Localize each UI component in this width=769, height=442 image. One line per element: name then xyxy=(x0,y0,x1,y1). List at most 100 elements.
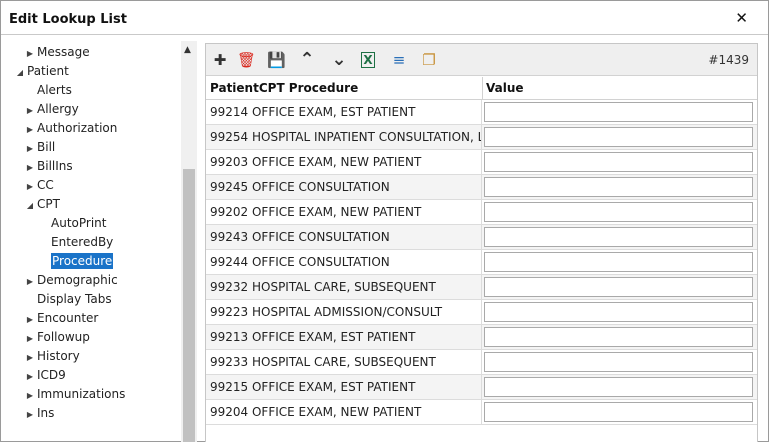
collapsed-arrow-icon[interactable]: ▶ xyxy=(26,49,34,58)
record-count: #1439 xyxy=(708,53,749,67)
table-row[interactable]: 99203 OFFICE EXAM, NEW PATIENT xyxy=(206,150,757,175)
tree-item-label: Bill xyxy=(37,140,56,154)
move-down-icon[interactable]: ⌄ xyxy=(331,49,347,70)
tree-item[interactable]: EnteredBy xyxy=(51,233,113,251)
procedure-cell: 99214 OFFICE EXAM, EST PATIENT xyxy=(206,100,482,124)
collapsed-arrow-icon[interactable]: ▶ xyxy=(26,182,34,191)
value-input[interactable] xyxy=(484,277,753,297)
tree-item-label: Encounter xyxy=(37,311,99,325)
collapsed-arrow-icon[interactable]: ▶ xyxy=(26,277,34,286)
tree-item[interactable]: ▶ History xyxy=(25,347,80,365)
import-list-icon[interactable]: ≡ xyxy=(392,51,406,69)
value-input[interactable] xyxy=(484,352,753,372)
value-input[interactable] xyxy=(484,402,753,422)
procedure-cell: 99233 HOSPITAL CARE, SUBSEQUENT xyxy=(206,350,482,374)
procedure-cell: 99254 HOSPITAL INPATIENT CONSULTATION, L… xyxy=(206,125,482,149)
table-row[interactable]: 99202 OFFICE EXAM, NEW PATIENT xyxy=(206,200,757,225)
tree-item[interactable]: AutoPrint xyxy=(51,214,106,232)
tree-item-label: Authorization xyxy=(37,121,118,135)
title-bar: Edit Lookup List ✕ xyxy=(1,1,768,35)
tree-item[interactable]: ▶ ICD9 xyxy=(25,366,66,384)
procedure-cell: 99244 OFFICE CONSULTATION xyxy=(206,250,482,274)
tree-item[interactable]: ▶ Demographic xyxy=(25,271,118,289)
tree-item[interactable]: ▶ CC xyxy=(25,176,54,194)
procedure-cell: 99223 HOSPITAL ADMISSION/CONSULT xyxy=(206,300,482,324)
procedure-cell: 99213 OFFICE EXAM, EST PATIENT xyxy=(206,325,482,349)
tree-item[interactable]: Alerts xyxy=(37,81,72,99)
scrollbar-thumb[interactable] xyxy=(183,169,195,442)
tree-item[interactable]: ◢ Patient xyxy=(15,62,69,80)
tree-item[interactable]: ◢ CPT xyxy=(25,195,60,213)
tree-item[interactable]: ▶ Ins xyxy=(25,404,54,422)
table-row[interactable]: 99233 HOSPITAL CARE, SUBSEQUENT xyxy=(206,350,757,375)
tree-item-label: ICD9 xyxy=(37,368,66,382)
value-input[interactable] xyxy=(484,102,753,122)
move-up-icon[interactable]: ⌃ xyxy=(299,49,315,70)
table-row[interactable]: 99204 OFFICE EXAM, NEW PATIENT xyxy=(206,400,757,425)
collapsed-arrow-icon[interactable]: ▶ xyxy=(26,353,34,362)
grid-toolbar: #1439 ✚ 🗑 💾 ⌃ ⌄ X ≡ ❐ xyxy=(206,44,757,76)
tree-item[interactable]: ▶ Allergy xyxy=(25,100,79,118)
tree-item[interactable]: ▶ Message xyxy=(25,43,90,61)
value-input[interactable] xyxy=(484,152,753,172)
expanded-arrow-icon[interactable]: ◢ xyxy=(16,68,24,77)
procedure-cell: 99232 HOSPITAL CARE, SUBSEQUENT xyxy=(206,275,482,299)
dialog-title: Edit Lookup List xyxy=(9,12,127,27)
tree-item-label: Message xyxy=(37,45,90,59)
tree-item[interactable]: ▶ Followup xyxy=(25,328,90,346)
table-row[interactable]: 99223 HOSPITAL ADMISSION/CONSULT xyxy=(206,300,757,325)
value-input[interactable] xyxy=(484,377,753,397)
tree-scrollbar[interactable]: ▲ xyxy=(181,41,197,442)
table-row[interactable]: 99213 OFFICE EXAM, EST PATIENT xyxy=(206,325,757,350)
tree-item-label: Display Tabs xyxy=(37,292,112,306)
tree-item[interactable]: Display Tabs xyxy=(37,290,112,308)
table-row[interactable]: 99254 HOSPITAL INPATIENT CONSULTATION, L… xyxy=(206,125,757,150)
export-excel-icon[interactable]: X xyxy=(361,52,375,68)
add-icon[interactable]: ✚ xyxy=(213,51,227,69)
table-row[interactable]: 99215 OFFICE EXAM, EST PATIENT xyxy=(206,375,757,400)
table-row[interactable]: 99244 OFFICE CONSULTATION xyxy=(206,250,757,275)
tree-item-label: Patient xyxy=(27,64,69,78)
collapsed-arrow-icon[interactable]: ▶ xyxy=(26,372,34,381)
tree-item[interactable]: ▶ Immunizations xyxy=(25,385,125,403)
value-input[interactable] xyxy=(484,302,753,322)
column-header-value[interactable]: Value xyxy=(486,81,524,95)
value-input[interactable] xyxy=(484,177,753,197)
collapsed-arrow-icon[interactable]: ▶ xyxy=(26,106,34,115)
tree-item[interactable]: ▶ Authorization xyxy=(25,119,117,137)
table-row[interactable]: 99232 HOSPITAL CARE, SUBSEQUENT xyxy=(206,275,757,300)
close-icon[interactable]: ✕ xyxy=(735,9,748,27)
procedure-cell: 99215 OFFICE EXAM, EST PATIENT xyxy=(206,375,482,399)
table-row[interactable]: 99214 OFFICE EXAM, EST PATIENT xyxy=(206,100,757,125)
tree-item-label: AutoPrint xyxy=(51,216,107,230)
tree-item[interactable]: Procedure xyxy=(51,252,114,270)
delete-icon[interactable]: 🗑 xyxy=(237,51,257,69)
collapsed-arrow-icon[interactable]: ▶ xyxy=(26,315,34,324)
lookup-grid: #1439 ✚ 🗑 💾 ⌃ ⌄ X ≡ ❐ PatientCPT Procedure Valu… xyxy=(205,43,758,442)
document-icon[interactable]: ❐ xyxy=(422,51,436,69)
value-input[interactable] xyxy=(484,252,753,272)
column-header-procedure[interactable]: PatientCPT Procedure xyxy=(210,81,359,95)
value-input[interactable] xyxy=(484,227,753,247)
tree-item-label: Procedure xyxy=(51,253,114,269)
procedure-cell: 99203 OFFICE EXAM, NEW PATIENT xyxy=(206,150,482,174)
collapsed-arrow-icon[interactable]: ▶ xyxy=(26,125,34,134)
collapsed-arrow-icon[interactable]: ▶ xyxy=(26,410,34,419)
table-row[interactable]: 99245 OFFICE CONSULTATION xyxy=(206,175,757,200)
procedure-cell: 99204 OFFICE EXAM, NEW PATIENT xyxy=(206,400,482,424)
save-icon[interactable]: 💾 xyxy=(267,51,286,69)
tree-item[interactable]: ▶ BillIns xyxy=(25,157,73,175)
value-input[interactable] xyxy=(484,202,753,222)
value-input[interactable] xyxy=(484,327,753,347)
value-input[interactable] xyxy=(484,127,753,147)
scroll-up-icon[interactable]: ▲ xyxy=(184,45,191,55)
collapsed-arrow-icon[interactable]: ▶ xyxy=(26,144,34,153)
table-row[interactable]: 99243 OFFICE CONSULTATION xyxy=(206,225,757,250)
collapsed-arrow-icon[interactable]: ▶ xyxy=(26,163,34,172)
expanded-arrow-icon[interactable]: ◢ xyxy=(26,201,34,210)
tree-item[interactable]: ▶ Bill xyxy=(25,138,55,156)
tree-item[interactable]: ▶ Encounter xyxy=(25,309,98,327)
collapsed-arrow-icon[interactable]: ▶ xyxy=(26,334,34,343)
collapsed-arrow-icon[interactable]: ▶ xyxy=(26,391,34,400)
